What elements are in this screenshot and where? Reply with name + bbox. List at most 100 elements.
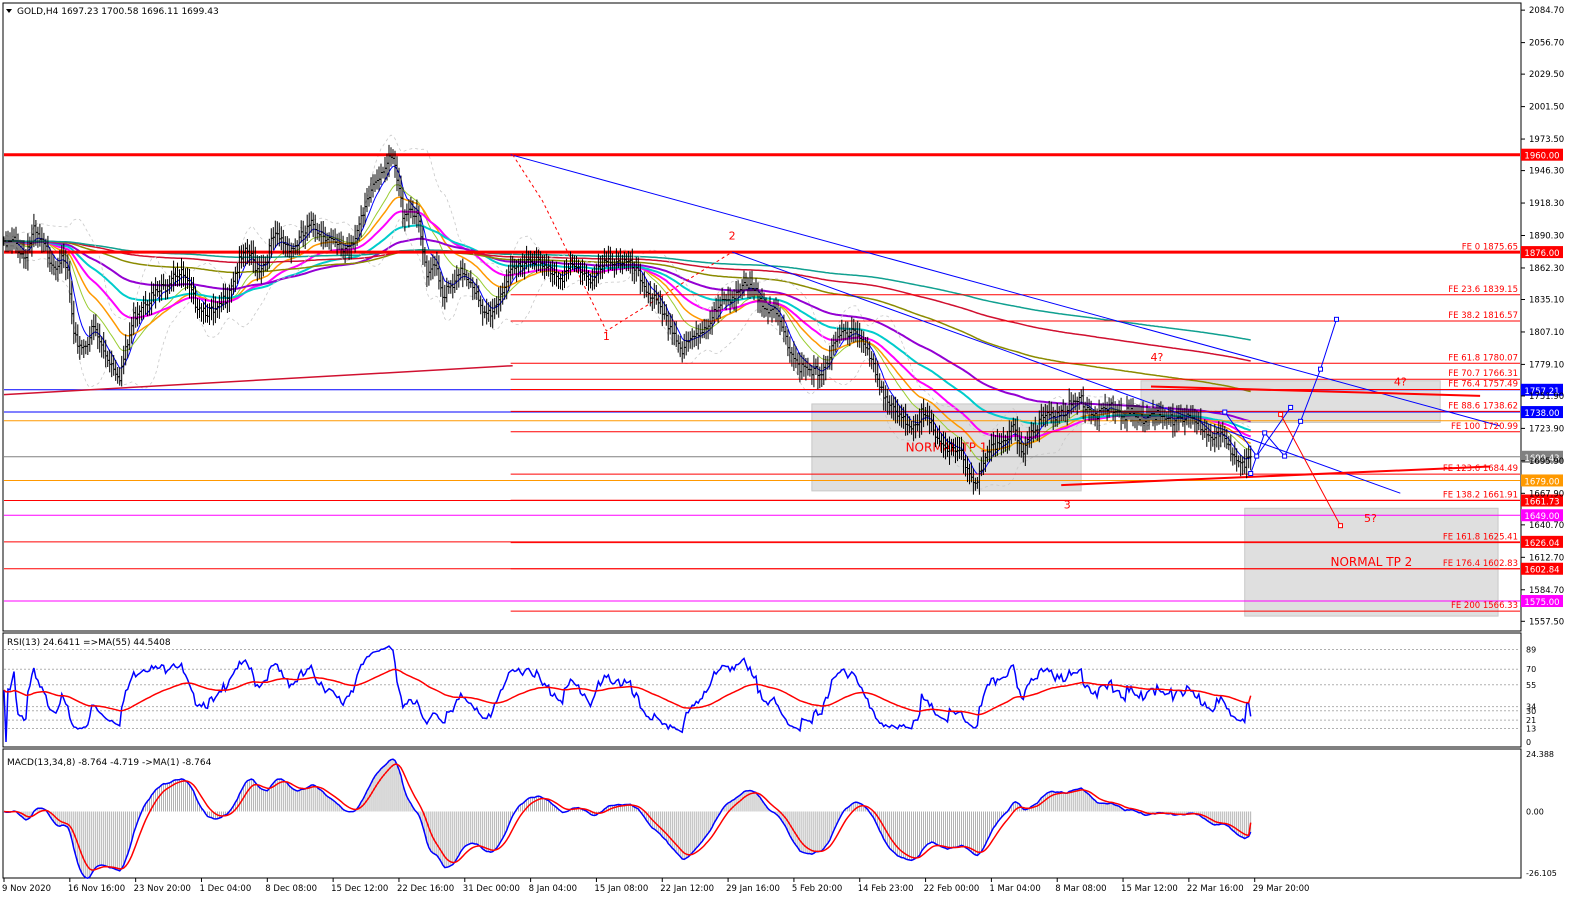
price-axis-label: 1807.10 bbox=[1529, 328, 1564, 338]
rsi-axis-label: 0 bbox=[1526, 738, 1531, 747]
projection-node[interactable] bbox=[1222, 409, 1228, 415]
price-axis-label: 1862.30 bbox=[1529, 264, 1564, 274]
price-tag-label: 1876.00 bbox=[1524, 249, 1559, 259]
time-axis-label: 29 Mar 20:00 bbox=[1253, 884, 1310, 894]
price-tag bbox=[1521, 562, 1563, 575]
target-zone-box bbox=[1244, 507, 1499, 617]
rsi-axis-label: 30 bbox=[1526, 707, 1536, 716]
time-axis-label: 14 Feb 23:00 bbox=[858, 884, 914, 894]
projection-node[interactable] bbox=[1333, 316, 1339, 322]
price-tag-label: 1738.00 bbox=[1524, 409, 1559, 419]
long-ma-line bbox=[3, 364, 513, 396]
price-tag-label: 1679.00 bbox=[1524, 477, 1559, 487]
fibo-level-label: FE 138.2 1661.91 bbox=[1443, 490, 1518, 500]
price-axis-label: 1667.90 bbox=[1529, 489, 1564, 499]
time-axis-label: 15 Jan 08:00 bbox=[594, 884, 648, 894]
macd-header: MACD(13,34,8) -8.764 -4.719 ->MA(1) -8.7… bbox=[7, 758, 212, 768]
time-axis-label: 31 Dec 00:00 bbox=[463, 884, 520, 894]
price-tag-label: 1575.00 bbox=[1524, 598, 1559, 608]
price-tag bbox=[1521, 494, 1563, 507]
price-axis-label: 1557.50 bbox=[1529, 617, 1564, 627]
fibo-level-label: FE 88.6 1738.62 bbox=[1448, 401, 1518, 411]
macd-axis-label: 0.00 bbox=[1526, 807, 1544, 816]
fibo-level-label: FE 200 1566.33 bbox=[1451, 601, 1518, 611]
moving-average-line bbox=[3, 237, 1251, 423]
time-axis-label: 5 Feb 20:00 bbox=[792, 884, 842, 894]
wave-label: 4? bbox=[1151, 351, 1164, 364]
price-axis-label: 2001.50 bbox=[1529, 103, 1564, 113]
macd-panel-frame bbox=[2, 748, 1522, 879]
fibo-level-label: FE 123.6 1684.49 bbox=[1443, 464, 1518, 474]
support-line[interactable] bbox=[1061, 465, 1491, 487]
price-tag-label: 1960.00 bbox=[1524, 152, 1559, 162]
bollinger-lower-line bbox=[3, 219, 1251, 490]
price-axis-label: 1695.90 bbox=[1529, 457, 1564, 467]
trend-line-upper[interactable] bbox=[510, 154, 1501, 427]
symbol-header: GOLD,H4 1697.23 1700.58 1696.11 1699.43 bbox=[17, 7, 219, 17]
price-axis-label: 2056.70 bbox=[1529, 39, 1564, 49]
projection-node[interactable] bbox=[1282, 453, 1288, 459]
wave-label: 3 bbox=[1064, 498, 1071, 511]
bullish-projection[interactable] bbox=[1250, 319, 1337, 474]
projection-node[interactable] bbox=[1288, 404, 1294, 410]
price-axis-label: 2029.50 bbox=[1529, 70, 1564, 80]
time-axis-label: 16 Nov 16:00 bbox=[68, 884, 125, 894]
rsi-axis-label: 70 bbox=[1526, 665, 1536, 674]
fibo-level-label: FE 76.4 1757.49 bbox=[1448, 379, 1518, 389]
projection-node[interactable] bbox=[1248, 471, 1254, 476]
price-tag-label: 1626.04 bbox=[1524, 539, 1559, 549]
price-tag bbox=[1521, 148, 1563, 161]
price-tag bbox=[1521, 450, 1563, 463]
time-axis-label: 8 Mar 08:00 bbox=[1055, 884, 1106, 894]
price-tag-label: 1661.73 bbox=[1524, 497, 1559, 507]
macd-signal-line bbox=[3, 763, 1252, 871]
rsi-axis-label: 55 bbox=[1526, 681, 1536, 690]
rsi-line bbox=[3, 645, 1252, 743]
rsi-axis-label: 89 bbox=[1526, 645, 1536, 654]
time-axis-label: 22 Feb 00:00 bbox=[924, 884, 980, 894]
fibo-level-label: FE 70.7 1766.31 bbox=[1448, 369, 1518, 379]
fibo-level-label: FE 61.8 1780.07 bbox=[1448, 353, 1518, 363]
time-axis-label: 8 Dec 08:00 bbox=[265, 884, 317, 894]
collapse-triangle-icon[interactable] bbox=[6, 9, 12, 13]
wave-label: 4? bbox=[1394, 375, 1407, 388]
time-axis-label: 1 Dec 04:00 bbox=[199, 884, 251, 894]
macd-axis-label: 24.388 bbox=[1526, 750, 1554, 759]
price-axis-label: 1723.90 bbox=[1529, 424, 1564, 434]
resistance-line[interactable] bbox=[1150, 385, 1481, 397]
time-axis-label: 1 Mar 04:00 bbox=[989, 884, 1040, 894]
fibo-level-label: FE 38.2 1816.57 bbox=[1448, 311, 1518, 321]
projection-node[interactable] bbox=[1254, 453, 1260, 459]
price-tag bbox=[1521, 595, 1563, 608]
rsi-axis-label: 21 bbox=[1526, 716, 1536, 725]
time-axis-label: 15 Dec 12:00 bbox=[331, 884, 388, 894]
fibo-level-label: FE 100 1720.99 bbox=[1451, 422, 1518, 432]
price-axis-label: 1751.90 bbox=[1529, 392, 1564, 402]
fibo-level-label: FE 23.6 1839.15 bbox=[1448, 285, 1518, 295]
rsi-header: RSI(13) 24.6411 =>MA(55) 44.5408 bbox=[7, 638, 171, 648]
rsi-axis-label: 34 bbox=[1526, 703, 1536, 712]
rsi-axis-label: 13 bbox=[1526, 724, 1536, 733]
price-tag-label: 1602.84 bbox=[1524, 566, 1559, 576]
bearish-projection[interactable] bbox=[1280, 414, 1341, 526]
price-tag bbox=[1521, 535, 1563, 548]
trend-line-channel[interactable] bbox=[731, 251, 1401, 494]
projection-node[interactable] bbox=[1262, 430, 1268, 436]
price-axis-label: 1640.70 bbox=[1529, 521, 1564, 531]
price-axis-label: 1779.10 bbox=[1529, 360, 1564, 370]
price-tag-label: 1699.43 bbox=[1524, 454, 1559, 464]
fibo-level-label: FE 161.8 1625.41 bbox=[1443, 533, 1518, 543]
time-axis-label: 15 Mar 12:00 bbox=[1121, 884, 1178, 894]
projection-node[interactable] bbox=[1298, 418, 1304, 424]
projection-node[interactable] bbox=[1337, 523, 1343, 529]
moving-average-line bbox=[3, 240, 1251, 393]
projection-node[interactable] bbox=[1318, 366, 1324, 372]
projection-node[interactable] bbox=[1278, 411, 1284, 417]
macd-axis-label: -26.105 bbox=[1526, 869, 1557, 878]
price-axis-label: 1890.30 bbox=[1529, 232, 1564, 242]
moving-average-line bbox=[4, 240, 1251, 341]
price-axis-label: 1946.30 bbox=[1529, 167, 1564, 177]
price-tag-label: 1757.21 bbox=[1524, 387, 1559, 397]
